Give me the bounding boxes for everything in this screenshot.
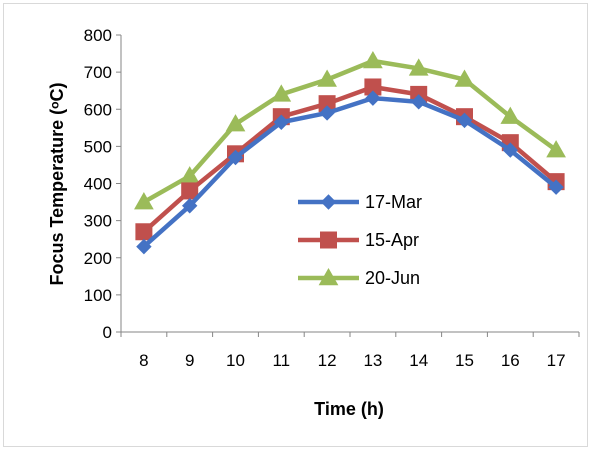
legend-label: 15-Apr	[365, 230, 419, 250]
data-point	[134, 192, 154, 210]
data-point	[135, 223, 153, 241]
legend-marker	[320, 194, 337, 210]
x-axis-title: Time (h)	[314, 399, 384, 419]
axes: 0 100 200 300 400 500 600 700 800 8 9 10 11 12 13 14 15 1…	[84, 26, 580, 370]
data-point	[408, 58, 429, 76]
series-20-Jun	[134, 50, 566, 210]
y-tick-label: 700	[84, 63, 112, 82]
x-tick-label: 8	[139, 351, 148, 370]
data-point	[225, 114, 246, 132]
series-layer	[134, 50, 566, 255]
x-tick-label: 13	[363, 351, 382, 370]
legend: 17-Mar 15-Apr 20-Jun	[298, 192, 422, 288]
data-point	[502, 142, 519, 158]
series-15-Apr	[135, 78, 565, 241]
data-point	[365, 90, 381, 106]
x-tick-label: 16	[501, 351, 520, 370]
series-line	[141, 84, 559, 235]
data-point	[273, 114, 290, 130]
y-axis-title: Focus Temperature (ᵒC)	[47, 82, 67, 285]
legend-entry: 17-Mar	[298, 192, 422, 212]
data-point	[363, 50, 383, 69]
y-tick-label: 800	[84, 26, 112, 45]
legend-label: 20-Jun	[365, 268, 420, 288]
y-tick-label: 0	[103, 323, 112, 342]
y-tick-label: 600	[84, 100, 112, 119]
y-tick-label: 400	[84, 175, 112, 194]
x-tick-label: 10	[226, 351, 245, 370]
chart-area	[3, 3, 588, 447]
data-point	[181, 198, 198, 214]
data-point	[227, 149, 244, 166]
series-17-Mar	[136, 90, 564, 255]
x-tick-label: 17	[547, 351, 566, 370]
series-line	[141, 95, 559, 249]
y-tick-label: 200	[84, 249, 112, 268]
data-point	[271, 84, 292, 102]
y-tick-label: 100	[84, 286, 112, 305]
x-tick-label: 11	[272, 351, 290, 370]
y-tick-label: 500	[84, 137, 112, 156]
data-point	[454, 69, 475, 87]
data-point	[546, 140, 566, 158]
data-point	[317, 69, 337, 87]
data-point	[548, 179, 564, 195]
x-tick-label: 15	[455, 351, 474, 370]
data-point	[500, 106, 521, 124]
y-tick-label: 300	[84, 212, 112, 231]
data-point	[410, 94, 427, 110]
legend-marker	[320, 231, 337, 249]
data-point	[136, 238, 152, 255]
series-line	[141, 58, 559, 205]
legend-label: 17-Mar	[365, 192, 422, 212]
x-tick-label: 12	[318, 351, 337, 370]
x-tick-label: 9	[185, 351, 194, 370]
data-point	[456, 112, 473, 129]
legend-entry: 15-Apr	[298, 230, 419, 250]
data-point	[319, 105, 335, 121]
legend-marker	[318, 267, 339, 286]
x-tick-label: 14	[409, 351, 428, 370]
data-point	[181, 182, 199, 200]
legend-entry: 20-Jun	[298, 267, 420, 288]
